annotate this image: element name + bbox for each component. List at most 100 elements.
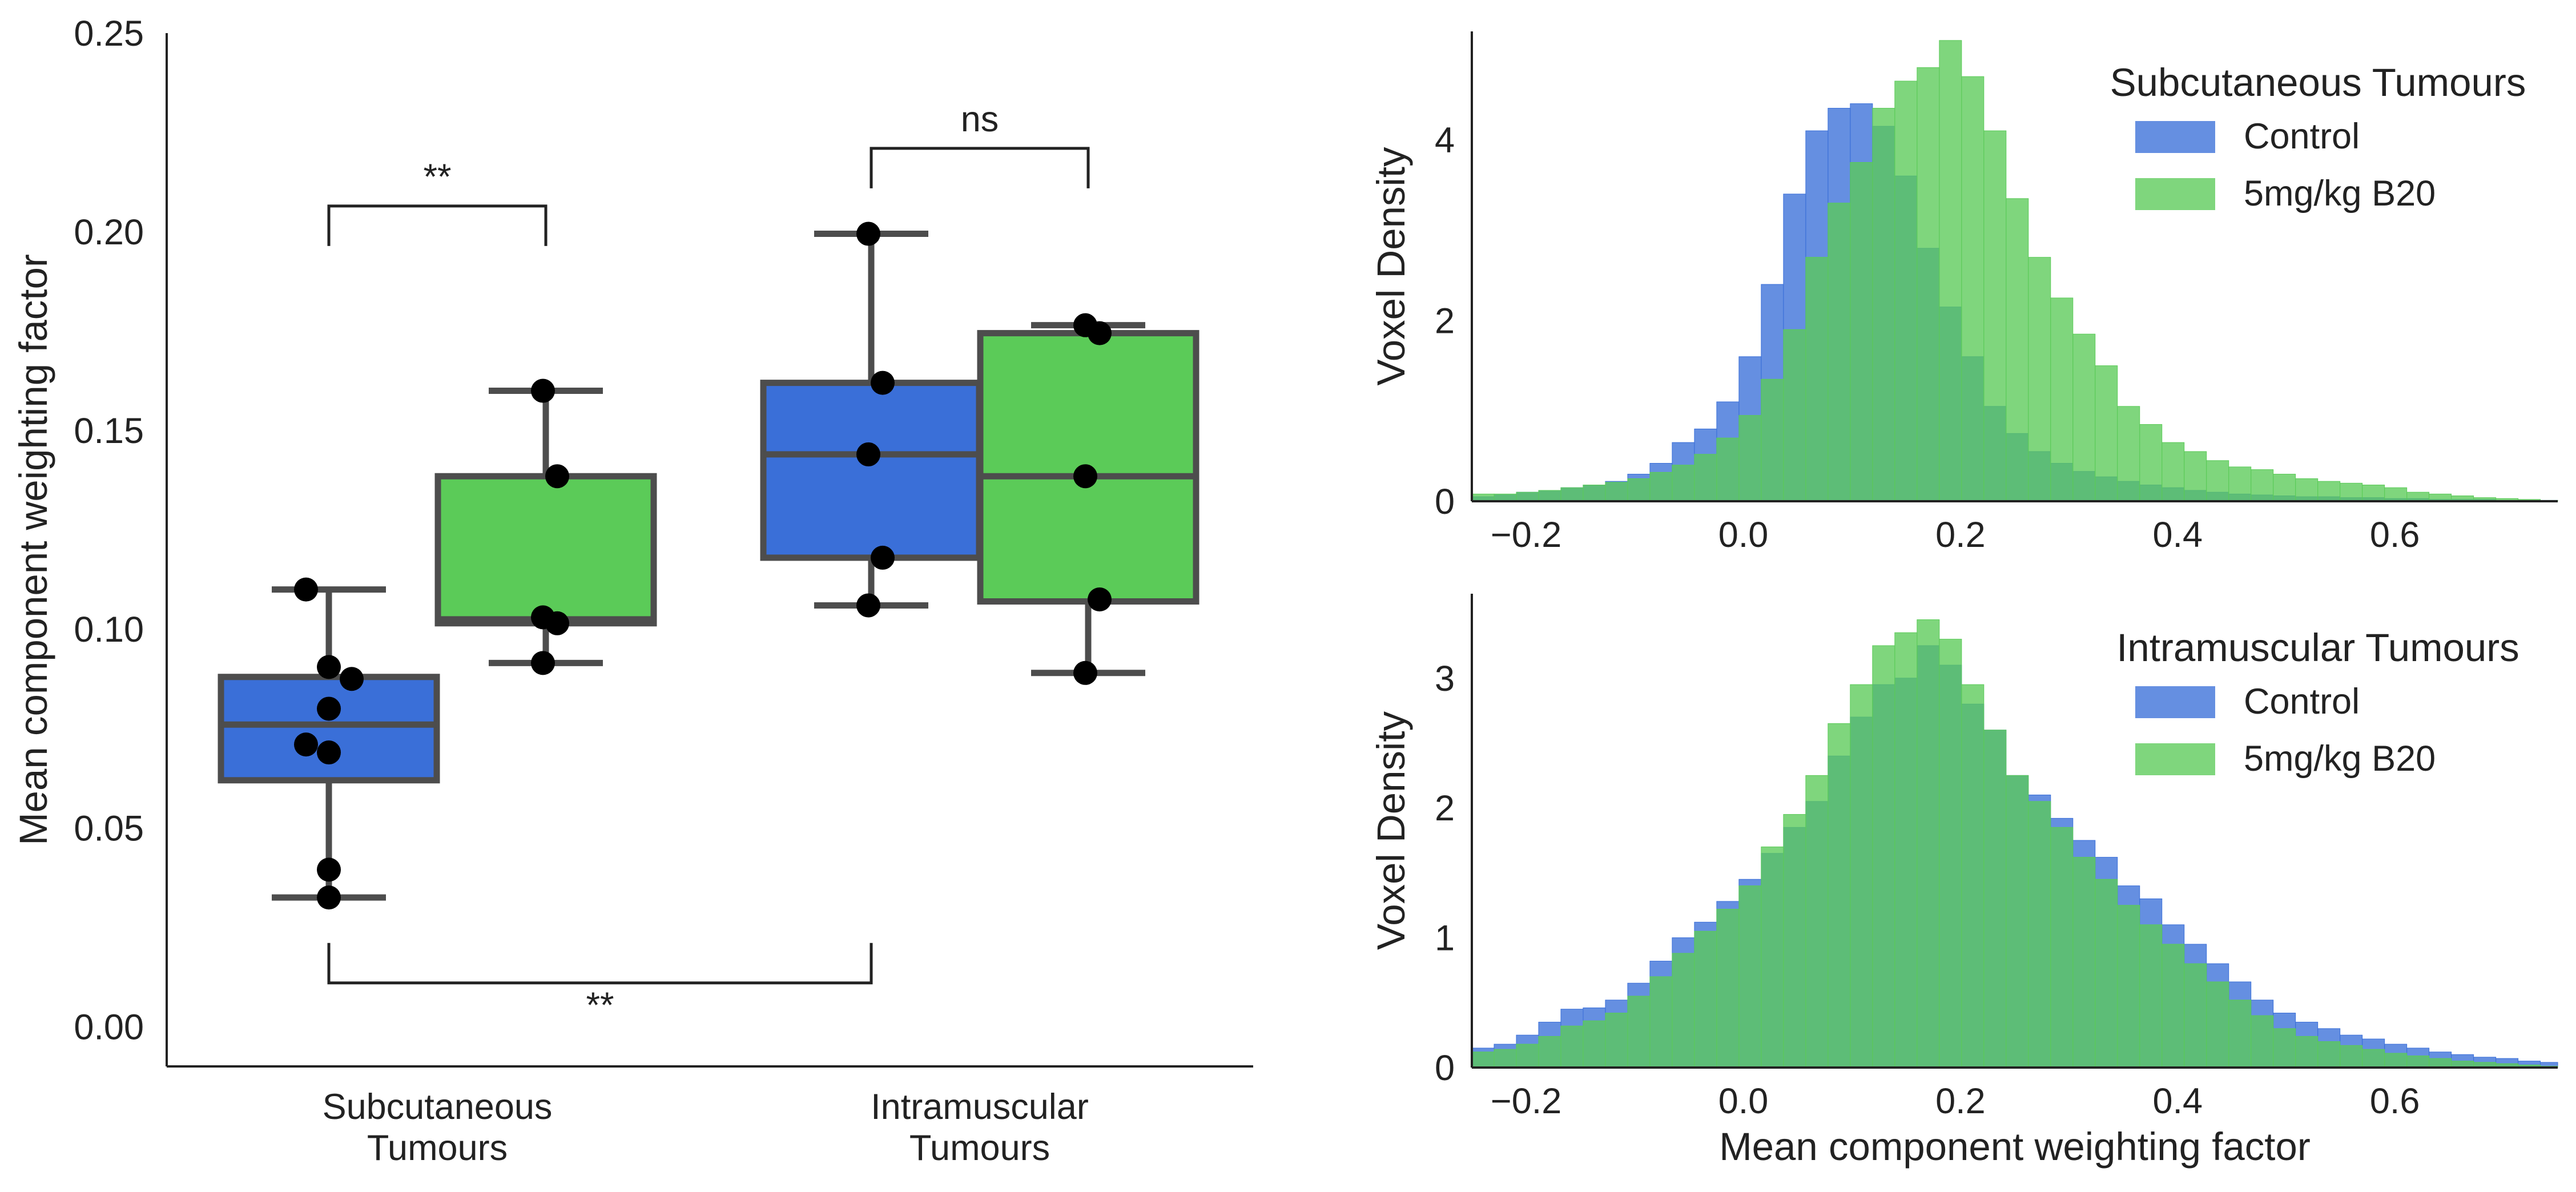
significance-label: **: [586, 985, 614, 1025]
treated-histogram-bar: [1560, 487, 1584, 502]
data-point: [1073, 464, 1097, 489]
y-axis-label: Voxel Density: [1369, 711, 1413, 950]
treated-histogram-bar: [1939, 40, 1962, 502]
treated-histogram-bar: [1560, 1025, 1584, 1068]
treated-histogram-bar: [2384, 487, 2408, 502]
treated-histogram-bar: [1961, 684, 1985, 1068]
x-tick-label: 0.6: [2370, 515, 2420, 555]
treated-histogram-bar: [1627, 996, 1651, 1068]
treated-histogram-bar: [1605, 1012, 1628, 1068]
treated-histogram-bar: [1805, 257, 1829, 502]
legend-label: 5mg/kg B20: [2244, 174, 2436, 214]
data-point: [856, 222, 880, 246]
treated-histogram-bar: [1894, 632, 1918, 1068]
y-axis-label: Voxel Density: [1369, 147, 1413, 386]
treated-histogram-bar: [1983, 130, 2007, 502]
treated-histogram-bar: [1494, 1049, 1517, 1068]
treated-histogram-bar: [2072, 857, 2096, 1068]
treated-histogram-bar: [1538, 1036, 1561, 1068]
y-tick-label: 2: [1435, 301, 1455, 341]
treated-histogram-bar: [1783, 329, 1806, 502]
treated-histogram-bar: [2273, 474, 2296, 502]
treated-histogram-bar: [1917, 67, 1940, 502]
treated-histogram-bar: [2406, 492, 2430, 502]
treated-histogram-bar: [2095, 365, 2118, 502]
treated-histogram-bar: [2340, 482, 2363, 502]
control-legend-swatch: [2135, 121, 2215, 153]
treated-histogram-bar: [1894, 80, 1918, 502]
y-tick-label: 0.20: [74, 212, 144, 252]
data-point: [531, 651, 555, 675]
treated-histogram-bar: [1939, 639, 1962, 1068]
y-tick-label: 3: [1435, 659, 1455, 699]
treated-histogram-bar: [1738, 885, 1762, 1068]
histogram-intramuscular-panel: −0.2 0.0 0.2 0.4 0.6 0 1 2 3 Voxel Density Mean co…: [1369, 594, 2558, 1169]
treated-histogram-bar: [2162, 944, 2185, 1068]
data-point: [340, 667, 364, 691]
treated-histogram-bar: [2251, 1015, 2274, 1068]
data-point: [531, 378, 555, 403]
treated-histogram-bar: [2206, 460, 2229, 502]
y-tick-label: 1: [1435, 919, 1455, 959]
treated-histogram-bar: [1917, 619, 1940, 1068]
data-point: [317, 655, 341, 679]
y-tick-label: 0.05: [74, 808, 144, 848]
treated-histogram-bar: [2162, 442, 2185, 502]
y-tick-label: 0.15: [74, 411, 144, 451]
treated-histogram-bar: [2206, 981, 2229, 1068]
treated-histogram-bar: [1761, 846, 1784, 1068]
x-tick-label: 0.0: [1718, 1081, 1769, 1121]
treated-histogram-bar: [1850, 684, 1873, 1068]
data-point: [1073, 661, 1097, 685]
treated-histogram-bar: [2139, 924, 2163, 1068]
treated-histogram-bar: [2362, 485, 2385, 502]
data-point: [317, 857, 341, 882]
treated-histogram-bar: [2006, 775, 2029, 1068]
control-box: [218, 674, 440, 784]
x-category-label: Intramuscular: [871, 1087, 1089, 1127]
treated-histogram-bar: [2273, 1028, 2296, 1068]
treated-histogram-bar: [2228, 1000, 2252, 1068]
legend-title: Subcutaneous Tumours: [2110, 61, 2526, 104]
treated-histogram-bar: [2050, 297, 2074, 502]
treated-histogram-bar: [2139, 424, 2163, 502]
treated-histogram-bar: [1516, 492, 1539, 502]
control-box: [760, 380, 983, 561]
x-tick-label: 0.4: [2153, 1081, 2203, 1121]
treated-histogram-bar: [1516, 1044, 1539, 1068]
treated-histogram-bar: [2406, 1056, 2430, 1068]
treated-histogram-bar: [1694, 454, 1717, 502]
y-tick-label: 0.10: [74, 610, 144, 650]
x-tick-label: 0.0: [1718, 515, 1769, 555]
treated-histogram-bar: [2429, 1058, 2452, 1068]
treated-histogram-bar: [2072, 333, 2096, 502]
treated-histogram-bar: [2251, 469, 2274, 502]
treated-histogram-bar: [2117, 406, 2140, 502]
x-tick-label: 0.6: [2370, 1081, 2420, 1121]
treated-histogram-bar: [2184, 963, 2207, 1068]
legend-label: Control: [2244, 682, 2360, 722]
significance-label: ns: [961, 99, 999, 139]
x-tick-label: 0.4: [2153, 515, 2203, 555]
treated-legend-swatch: [2135, 178, 2215, 210]
data-point: [856, 442, 880, 466]
treated-histogram-bar: [2317, 481, 2341, 502]
treated-histogram-bar: [1716, 437, 1740, 502]
treated-histogram-bar: [1961, 76, 1985, 502]
treated-histogram-bar: [1694, 931, 1717, 1068]
y-tick-label: 0.25: [74, 14, 144, 54]
x-tick-label: 0.2: [1935, 515, 1986, 555]
control-legend-swatch: [2135, 686, 2215, 718]
treated-histogram-bar: [1872, 108, 1895, 502]
treated-histogram-bar: [1850, 162, 1873, 502]
treated-histogram-bar: [1872, 645, 1895, 1068]
legend-label: 5mg/kg B20: [2244, 739, 2436, 779]
treated-histogram-bar: [2117, 905, 2140, 1068]
treated-histogram-bar: [2184, 451, 2207, 502]
x-axis-label: Mean component weighting factor: [1719, 1125, 2311, 1169]
legend-title: Intramuscular Tumours: [2116, 626, 2519, 670]
treated-histogram-bar: [2028, 801, 2051, 1068]
treated-histogram-bar: [2384, 1053, 2408, 1068]
treated-histogram-bar: [1605, 482, 1628, 502]
